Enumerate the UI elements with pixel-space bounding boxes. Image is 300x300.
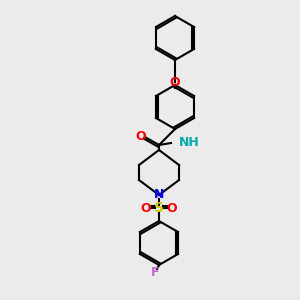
Text: O: O — [170, 76, 180, 89]
Text: O: O — [141, 202, 151, 214]
Text: O: O — [167, 202, 177, 214]
Text: S: S — [154, 201, 164, 215]
Text: F: F — [151, 266, 159, 280]
Text: N: N — [154, 188, 164, 202]
Text: NH: NH — [179, 136, 200, 149]
Text: O: O — [136, 130, 146, 143]
